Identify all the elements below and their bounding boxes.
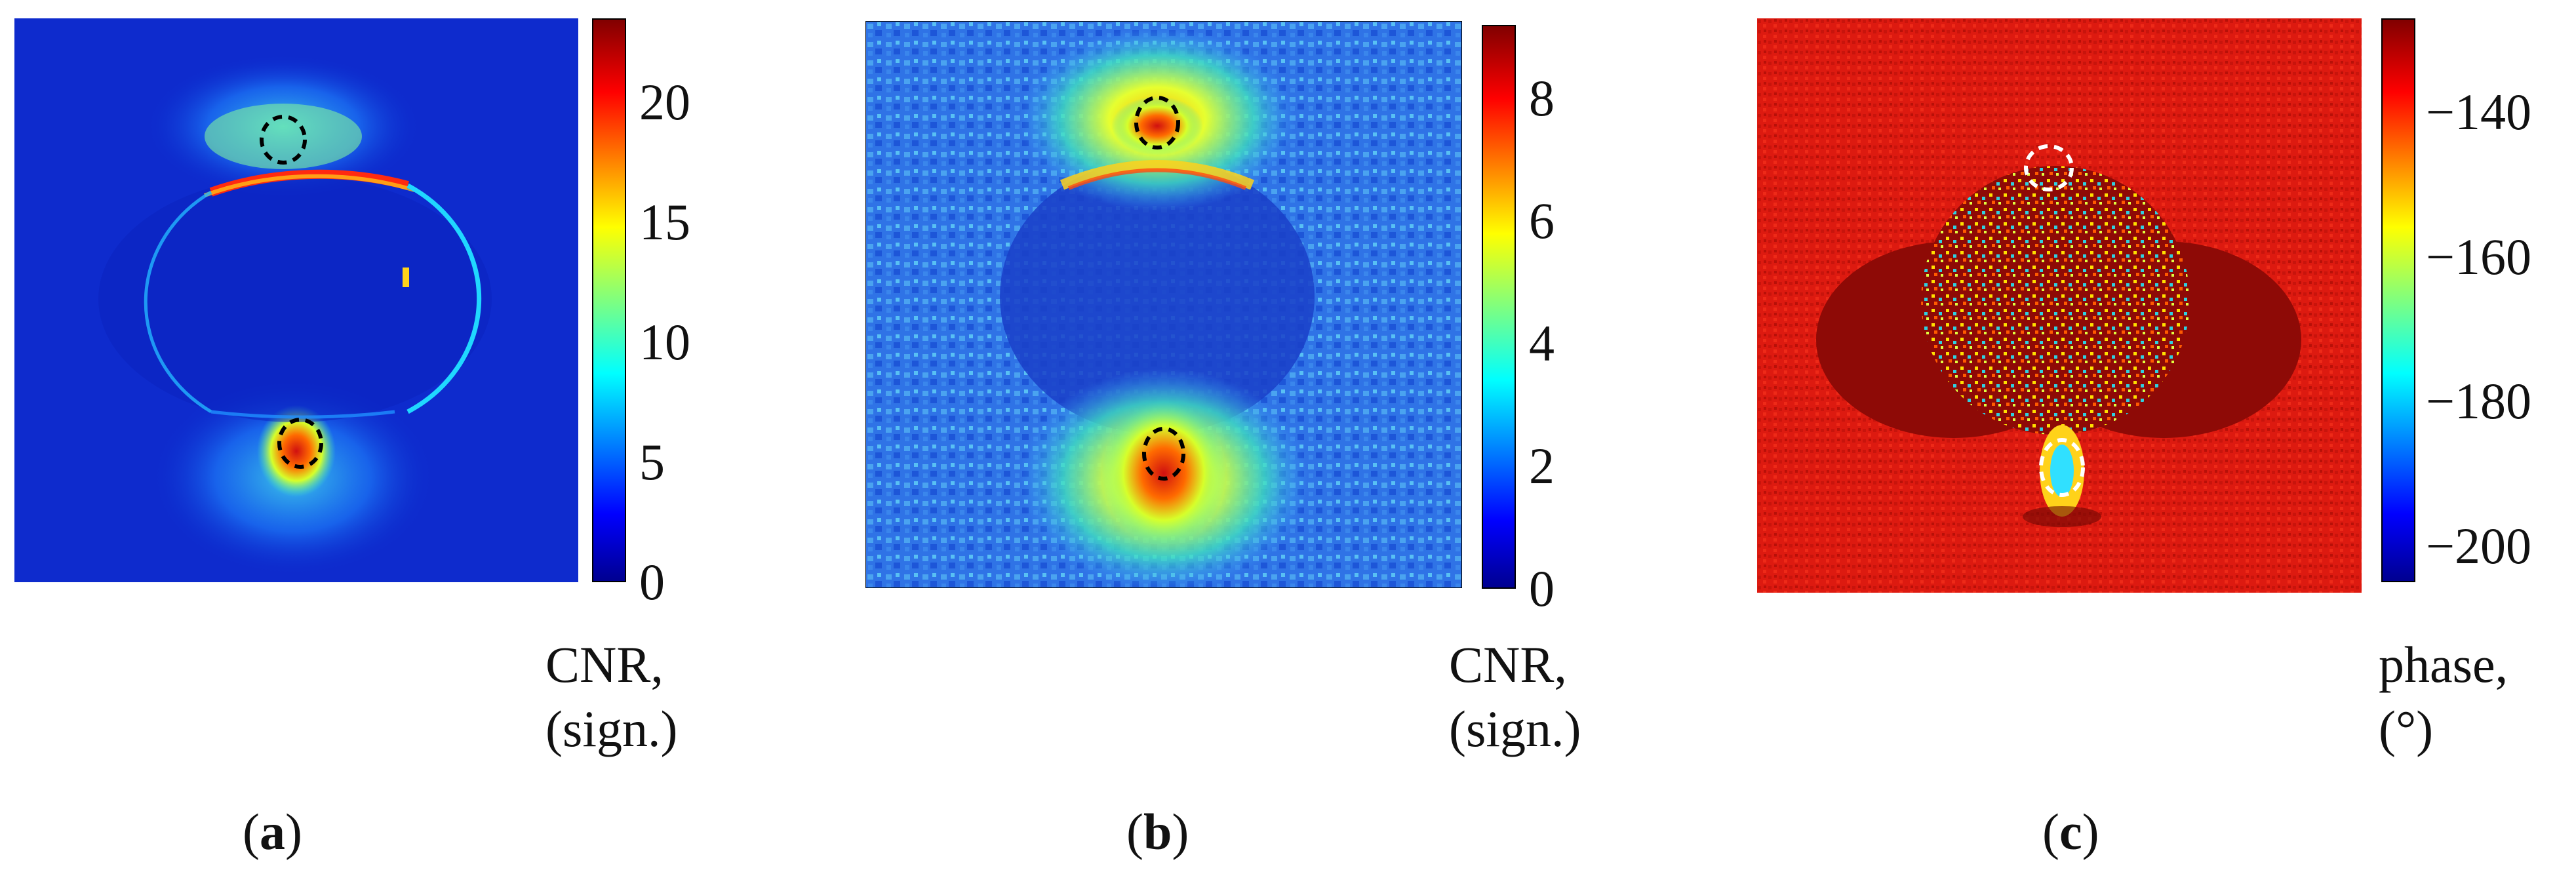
colorbar-b-tick-label: 4: [1529, 315, 1555, 372]
panel-label-a: (a): [243, 803, 302, 860]
colorbar-c: [2381, 18, 2415, 582]
colorbar-c-tick-label: −160: [2426, 228, 2531, 285]
colorbar-b-tick-label: 8: [1529, 69, 1555, 127]
colorbar-b-tick-label: 0: [1529, 560, 1555, 617]
colorbar-a-tick-label: 5: [639, 433, 665, 491]
colorbar-a-tick-label: 20: [639, 73, 690, 131]
colorbar-a-tick-label: 15: [639, 193, 690, 251]
panel-label-b: (b): [1126, 803, 1189, 860]
colorbar-b-tick-label: 2: [1529, 437, 1555, 495]
colorbar-c-tick-label: −140: [2426, 83, 2531, 141]
phase-map-image-c: [1757, 18, 2362, 593]
cnr-map-image-b: [865, 21, 1462, 588]
colorbar-a-tick-label: 10: [639, 313, 690, 371]
colorbar-c-tick-label: −200: [2426, 517, 2531, 574]
cnr-map-image-a: [14, 18, 578, 582]
colorbar-c-title: phase, (°): [2379, 636, 2508, 757]
colorbar-a-title: CNR, (sign.): [545, 636, 678, 757]
colorbar-c-tick-label: −180: [2426, 372, 2531, 430]
colorbar-b-title: CNR, (sign.): [1449, 636, 1581, 757]
colorbar-a-tick-label: 0: [639, 553, 665, 610]
colorbar-b: [1482, 25, 1516, 589]
panel-label-c: (c): [2042, 803, 2099, 860]
colorbar-a: [592, 18, 626, 582]
colorbar-b-tick-label: 6: [1529, 192, 1555, 250]
